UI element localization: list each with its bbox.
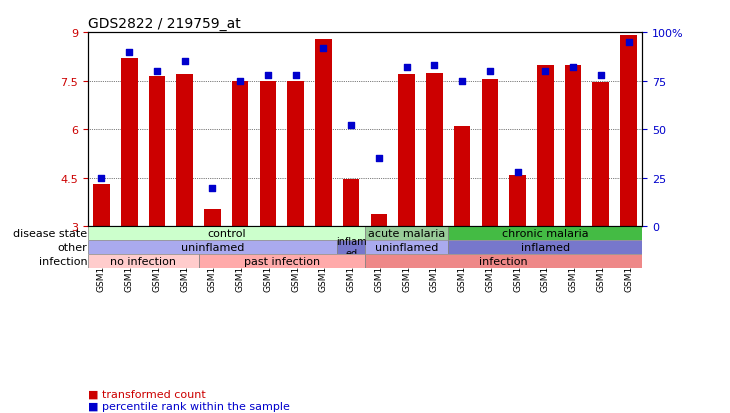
Text: uninflamed: uninflamed <box>375 243 438 253</box>
Point <box>512 169 523 176</box>
FancyBboxPatch shape <box>88 227 365 241</box>
Point <box>623 39 634 46</box>
Point <box>539 69 551 75</box>
Point <box>234 78 246 85</box>
Text: no infection: no infection <box>110 256 176 266</box>
Point <box>484 69 496 75</box>
Bar <box>620 36 637 227</box>
Text: uninflamed: uninflamed <box>181 243 244 253</box>
Bar <box>399 75 415 227</box>
Point <box>429 63 440 69</box>
Point <box>456 78 468 85</box>
Text: inflamed: inflamed <box>520 243 570 253</box>
Bar <box>565 65 581 227</box>
Point <box>595 72 607 79</box>
Bar <box>93 185 110 227</box>
Point <box>567 64 579 71</box>
FancyBboxPatch shape <box>365 227 448 241</box>
Point <box>151 69 163 75</box>
Point <box>290 72 301 79</box>
Bar <box>232 81 248 227</box>
Text: GDS2822 / 219759_at: GDS2822 / 219759_at <box>88 17 240 31</box>
Bar <box>454 127 470 227</box>
Bar <box>593 83 609 227</box>
Point <box>262 72 274 79</box>
Text: ■ transformed count: ■ transformed count <box>88 389 205 399</box>
Point <box>401 64 412 71</box>
Point <box>123 49 135 56</box>
FancyBboxPatch shape <box>365 254 642 268</box>
Bar <box>343 180 359 227</box>
Text: chronic malaria: chronic malaria <box>502 229 588 239</box>
Bar <box>426 74 442 227</box>
FancyBboxPatch shape <box>337 241 365 254</box>
Bar <box>260 81 276 227</box>
Bar <box>371 214 387 227</box>
Text: control: control <box>207 229 245 239</box>
FancyBboxPatch shape <box>88 241 337 254</box>
Bar <box>204 209 220 227</box>
Bar <box>288 81 304 227</box>
Point <box>318 45 329 52</box>
Text: inflam
ed: inflam ed <box>336 237 366 259</box>
Text: ■ percentile rank within the sample: ■ percentile rank within the sample <box>88 401 290 411</box>
Point <box>373 156 385 162</box>
Bar <box>482 80 498 227</box>
Point <box>345 123 357 129</box>
FancyBboxPatch shape <box>88 254 199 268</box>
FancyBboxPatch shape <box>448 227 642 241</box>
Text: infection: infection <box>39 256 88 266</box>
Bar <box>177 75 193 227</box>
FancyBboxPatch shape <box>365 241 448 254</box>
Text: acute malaria: acute malaria <box>368 229 445 239</box>
Bar <box>315 40 331 227</box>
FancyBboxPatch shape <box>448 241 642 254</box>
FancyBboxPatch shape <box>199 254 365 268</box>
Bar <box>510 175 526 227</box>
Bar <box>149 77 165 227</box>
Text: infection: infection <box>480 256 528 266</box>
Point <box>179 59 191 65</box>
Bar <box>121 59 137 227</box>
Text: disease state: disease state <box>13 229 88 239</box>
Bar <box>537 65 553 227</box>
Text: other: other <box>58 243 88 253</box>
Point <box>207 185 218 192</box>
Text: past infection: past infection <box>244 256 320 266</box>
Point <box>96 175 107 182</box>
